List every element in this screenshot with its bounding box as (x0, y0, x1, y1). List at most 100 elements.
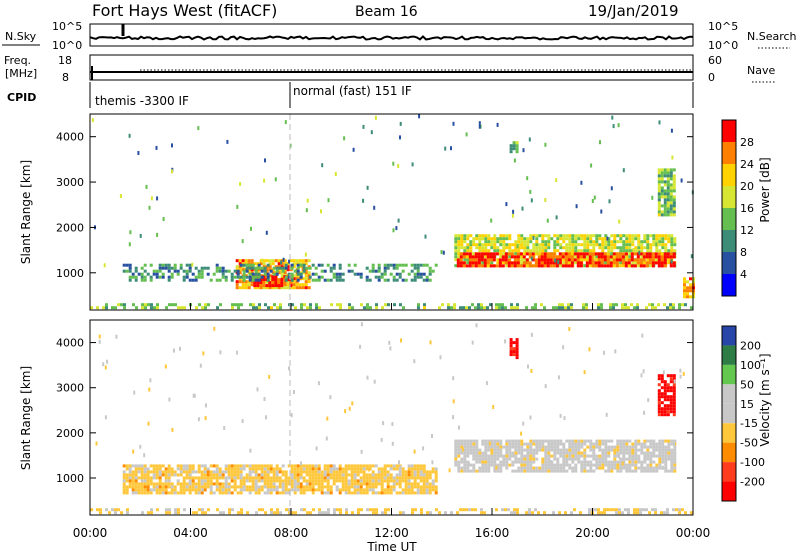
power-cell (459, 261, 463, 265)
vel-cell (191, 488, 195, 492)
power-scatter-point (638, 250, 641, 255)
vel-cell (305, 464, 309, 468)
vel-cell (221, 485, 225, 489)
vel-cell (466, 454, 470, 458)
vel-cell (660, 395, 664, 399)
vel-cell (571, 460, 575, 464)
power-cell (257, 266, 261, 270)
vel-scatter-point (452, 415, 455, 420)
power-cell (610, 249, 614, 253)
power-cell (604, 234, 608, 238)
vel-cell (131, 488, 135, 492)
vel-cell (362, 470, 366, 474)
power-cell (574, 243, 578, 247)
vel-cell (164, 467, 168, 471)
vel-cell (206, 482, 210, 486)
vel-cell (544, 466, 548, 470)
power-cell (111, 306, 114, 310)
power-cell (212, 272, 216, 276)
power-cell (419, 275, 423, 279)
vel-scatter-point (583, 370, 586, 375)
vel-cell (543, 511, 546, 515)
vel-cell (523, 469, 527, 473)
power-cell (663, 264, 667, 268)
vel-cell (628, 466, 632, 470)
power-cell (619, 237, 623, 241)
power-cell (534, 303, 537, 307)
vel-cell (275, 479, 279, 483)
power-cell (580, 243, 584, 247)
vel-cell (257, 464, 261, 468)
power-cell (636, 255, 640, 259)
vel-cell (293, 485, 297, 489)
power-cell (610, 240, 614, 244)
power-cell (474, 255, 478, 259)
vel-cell (219, 511, 222, 515)
vel-cell (395, 491, 399, 495)
vel-cell (631, 454, 635, 458)
power-cell (392, 263, 396, 267)
vel-cell (529, 454, 533, 458)
power-cell (493, 240, 497, 244)
power-cell (576, 264, 580, 268)
power-cell (200, 269, 204, 273)
vel-cell (341, 482, 345, 486)
vel-cell (538, 469, 542, 473)
vel-cell (236, 485, 240, 489)
vel-cell (475, 445, 479, 449)
vel-cell (401, 491, 405, 495)
vel-cell (643, 469, 647, 473)
power-cell (603, 255, 607, 259)
power-cell (649, 243, 653, 247)
power-cell (625, 255, 629, 259)
vel-cell (146, 482, 150, 486)
power-cell (645, 264, 649, 268)
power-cell (642, 258, 646, 262)
vel-cell (532, 451, 536, 455)
power-scatter-point (261, 258, 264, 263)
power-cell (218, 278, 222, 282)
power-cell (550, 237, 554, 241)
power-scatter-point (655, 242, 658, 247)
vel-cell (604, 457, 608, 461)
power-cell (416, 272, 420, 276)
vel-cell (493, 469, 497, 473)
vel-cell (634, 457, 638, 461)
power-cell (663, 192, 667, 196)
power-cell (672, 201, 676, 205)
power-cell (546, 252, 550, 256)
power-scatter-point (373, 205, 376, 210)
vel-cell (374, 482, 378, 486)
power-cell (648, 252, 652, 256)
power-cell (493, 243, 497, 247)
vel-cell (365, 467, 369, 471)
vel-cell (541, 457, 545, 461)
vel-cell (618, 511, 621, 515)
power-cell (283, 271, 287, 275)
power-cell (592, 240, 596, 244)
vel-cell (652, 439, 656, 443)
vel-cell (517, 460, 521, 464)
power-cell (477, 258, 481, 262)
vel-cell (562, 457, 566, 461)
power-scatter-point (171, 143, 173, 148)
power-cell (341, 272, 345, 276)
vel-cell (512, 350, 516, 354)
vel-cell (463, 445, 467, 449)
power-cell (131, 275, 135, 279)
vel-cell (200, 488, 204, 492)
power-cell (631, 237, 635, 241)
power-cell (531, 255, 535, 259)
vel-cell (511, 460, 515, 464)
vel-cell (218, 491, 222, 495)
vel-cell (559, 454, 563, 458)
vel-cell (649, 469, 653, 473)
power-scatter-point (362, 198, 365, 203)
power-cell (663, 258, 667, 262)
vel-cell (317, 482, 321, 486)
freq-unit: [MHz] (5, 67, 37, 80)
power-cell (666, 204, 670, 208)
power-cell (625, 234, 629, 238)
vel-cell (517, 451, 521, 455)
